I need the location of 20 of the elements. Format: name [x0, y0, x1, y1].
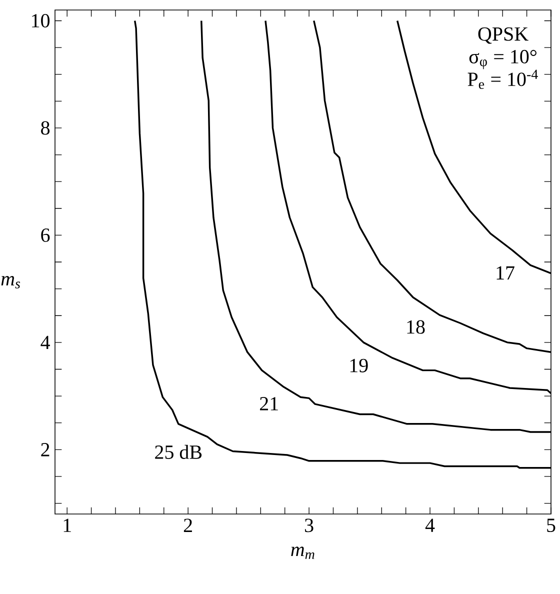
- annotation: 21: [260, 397, 278, 410]
- x-tick-label: 1: [64, 518, 71, 532]
- annotation: 25 dB: [155, 444, 202, 459]
- x-tick-label: 2: [184, 518, 192, 532]
- annotation: 19: [350, 358, 368, 372]
- y-tick-label: 10: [32, 14, 50, 28]
- x-tick-label: 3: [305, 518, 314, 532]
- x-tick-label: 4: [425, 518, 435, 532]
- annotation: 18: [407, 320, 425, 334]
- y-axis-title: m$_{s}$: [1, 276, 20, 288]
- y-tick-label: 6: [41, 228, 50, 242]
- y-tick-label: 8: [41, 121, 50, 135]
- y-tick-label: 4: [40, 336, 50, 350]
- x-axis-title: m$_{m}$: [291, 546, 314, 559]
- annotation: 17: [496, 266, 514, 280]
- annotation: QPSK: [478, 27, 528, 44]
- annotation: P$_{e}$ = 10$^{-4}$: [468, 70, 538, 89]
- x-tick-label: 5: [547, 518, 556, 532]
- y-tick-label: 2: [41, 443, 50, 456]
- annotation: σ$_{φ}$ = 10°: [469, 50, 536, 70]
